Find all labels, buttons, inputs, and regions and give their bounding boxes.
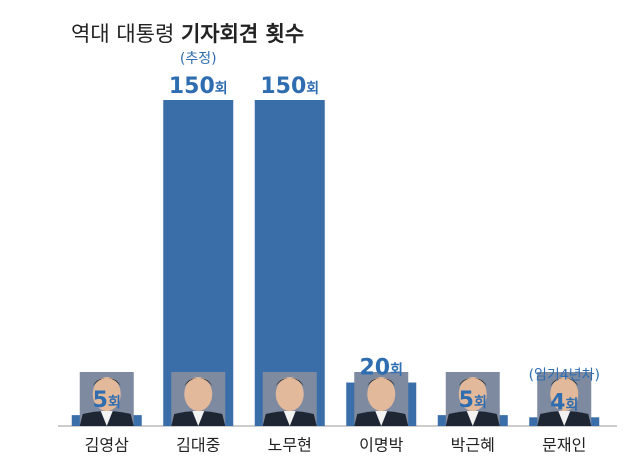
- value-unit: 회: [390, 363, 403, 379]
- chart-title: 역대 대통령 기자회견 횟수: [71, 18, 304, 48]
- value-label: 20회: [359, 356, 403, 381]
- category-label: 이명박: [359, 436, 403, 455]
- portrait-shirt: [283, 411, 296, 426]
- value-number: 5: [93, 388, 108, 413]
- value-number: 4: [550, 390, 565, 415]
- value-unit: 회: [215, 81, 228, 97]
- value-unit: 회: [474, 395, 487, 411]
- portrait-photo: [354, 372, 409, 426]
- value-label: 150회: [169, 74, 228, 99]
- value-number: 20: [359, 356, 390, 381]
- portrait-shirt: [192, 411, 205, 426]
- portrait-photo: [171, 372, 226, 426]
- value-label: 5회: [459, 388, 487, 413]
- portrait-shirt: [100, 411, 113, 426]
- value-number: 5: [459, 388, 474, 413]
- portrait-face: [184, 377, 213, 411]
- portrait-photo: [79, 372, 134, 426]
- portrait-face: [275, 377, 304, 411]
- value-label: 5회: [93, 388, 121, 413]
- bar: [163, 100, 234, 426]
- value-number: 150: [169, 74, 215, 99]
- portrait-face: [550, 377, 579, 411]
- category-label: 문재인: [542, 436, 586, 455]
- portrait-photo: [262, 372, 317, 426]
- chart-title-regular: 역대 대통령: [71, 22, 175, 46]
- value-number: 150: [260, 74, 306, 99]
- portrait-photo: [537, 372, 592, 426]
- portrait-face: [92, 377, 121, 411]
- value-unit: 회: [565, 397, 578, 413]
- portrait-hair: [275, 378, 304, 386]
- portrait-photo: [445, 372, 500, 426]
- bar: [254, 100, 325, 426]
- portrait-shirt: [466, 411, 479, 426]
- value-label: 150회: [260, 74, 319, 99]
- portrait-face: [458, 377, 487, 411]
- portrait-shirt: [375, 411, 388, 426]
- portrait-hair: [92, 378, 121, 386]
- portrait-face: [367, 377, 396, 411]
- portrait-hair: [550, 378, 579, 386]
- portrait-shirt: [558, 411, 571, 426]
- value-label: 4회: [550, 390, 578, 415]
- value-note: (추정): [180, 51, 217, 67]
- category-label: 김대중: [176, 436, 220, 455]
- portrait-hair: [184, 378, 213, 386]
- portrait-hair: [367, 378, 396, 386]
- category-label: 김영삼: [85, 436, 129, 455]
- chart-title-bold: 기자회견 횟수: [180, 22, 305, 46]
- value-note: (임기4년차): [529, 367, 600, 383]
- portrait-hair: [458, 378, 487, 386]
- category-label: 박근혜: [451, 436, 495, 455]
- value-unit: 회: [108, 395, 121, 411]
- category-label: 노무현: [268, 436, 312, 455]
- value-unit: 회: [306, 81, 319, 97]
